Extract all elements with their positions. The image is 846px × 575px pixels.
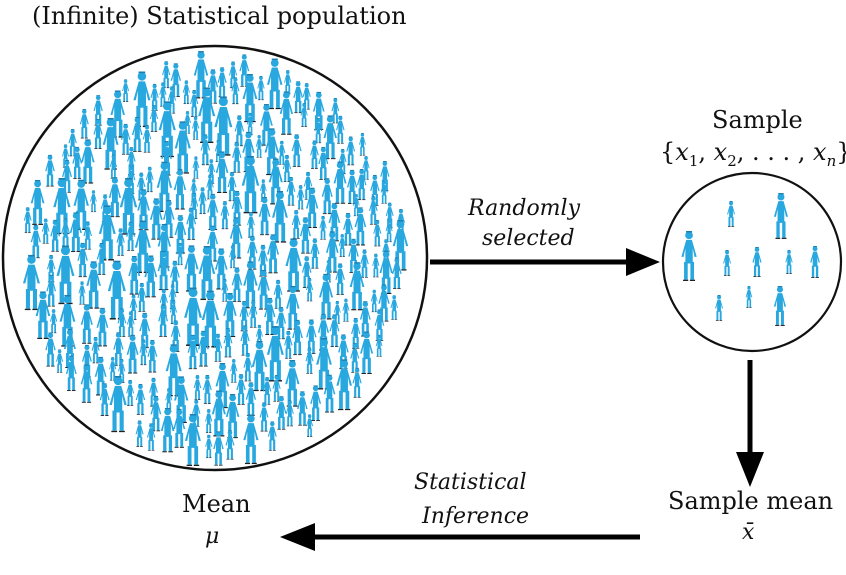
mean-symbol: μ	[205, 524, 220, 549]
sample-circle	[661, 171, 843, 353]
label-selected: selected	[482, 226, 575, 251]
set-close-brace: }	[836, 138, 846, 166]
sample-title: Sample	[712, 106, 803, 134]
set-open-brace: {	[660, 138, 676, 166]
label-statistical: Statistical	[414, 470, 527, 495]
set-x1: x	[675, 138, 689, 166]
set-x2: x	[713, 138, 728, 166]
label-randomly: Randomly	[468, 196, 581, 221]
set-sub-n: n	[826, 151, 837, 170]
arrow-down-to-sample-mean	[736, 360, 764, 487]
set-sub-1: 1	[688, 151, 699, 170]
sample-set-notation: {x1, x2, . . . , xn}	[660, 138, 846, 170]
arrow-statistical-inference	[280, 523, 640, 551]
population-title: (Infinite) Statistical population	[32, 2, 407, 30]
sample-mean-symbol: x̄	[742, 520, 755, 545]
set-xn: x	[813, 138, 827, 166]
set-sub-2: 2	[727, 151, 737, 170]
set-dots: . . . ,	[752, 138, 806, 166]
sample-mean-title: Sample mean	[668, 487, 834, 515]
arrow-randomly-selected	[430, 248, 660, 276]
label-inference: Inference	[422, 504, 530, 529]
mean-title: Mean	[182, 490, 251, 518]
